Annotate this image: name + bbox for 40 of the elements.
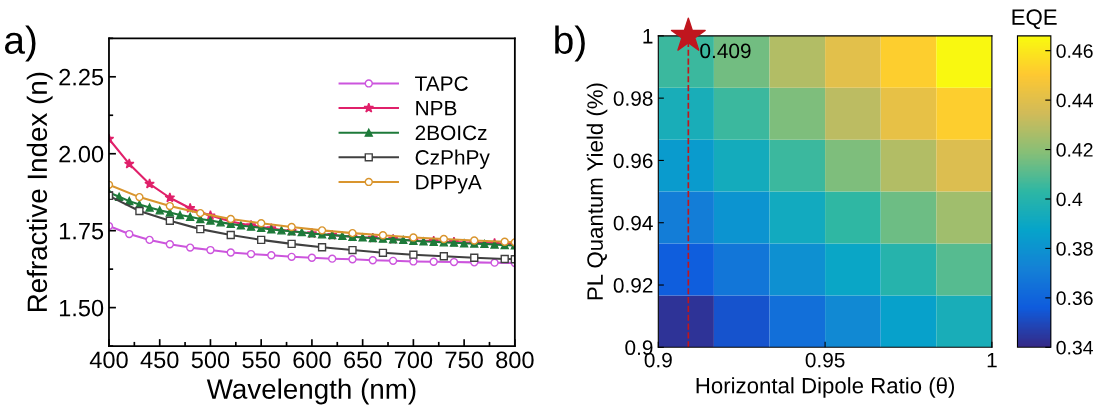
x-tick-label: 1 (987, 352, 997, 368)
y-tick-label: 0.98 (613, 91, 653, 106)
x-tick-label: 600 (293, 351, 331, 369)
legend-label: NPB (416, 101, 457, 116)
color-bar-label: 0.44 (1056, 93, 1093, 108)
y-tick-label: 0.94 (613, 215, 653, 231)
legend-label: DPPyA (416, 174, 482, 194)
x-tick-label: 750 (445, 351, 483, 369)
x-tick-label: 550 (242, 351, 280, 369)
text: b) (555, 25, 585, 62)
y-tick-label: 0.96 (613, 153, 653, 169)
x-tick-label: 650 (344, 351, 382, 369)
legend-label: CzPhPy (415, 149, 490, 169)
x-axis-title: Wavelength (nm) (206, 378, 416, 405)
text: a) (4, 25, 36, 62)
x-tick-label: 400 (89, 351, 128, 369)
color-bar-label: 0.38 (1056, 241, 1093, 256)
y-tick-label: 1.50 (59, 299, 104, 317)
color-bar-label: 0.34 (1056, 340, 1093, 355)
x-tick-label: 700 (394, 351, 433, 369)
color-bar-label: 0.46 (1056, 44, 1093, 58)
y-tick-label: 0.92 (613, 278, 653, 293)
y-axis-title: Refractive Index (n) (26, 72, 53, 312)
x-tick-label: 0.95 (805, 352, 845, 368)
x-tick-label: 450 (140, 351, 179, 369)
color-bar-label: 0.36 (1056, 291, 1093, 306)
y-tick-label: 1.75 (59, 222, 104, 240)
legend-label: 2BOICz (415, 125, 487, 141)
y-axis-title: PL Quantum Yield (%) (586, 83, 608, 300)
legend-label: TAPC (415, 76, 468, 91)
y-tick-label: 2.00 (59, 145, 104, 163)
annotation: 0.409 (700, 43, 751, 59)
y-tick-label: 1 (643, 29, 653, 44)
x-axis-title: Horizontal Dipole Ratio (θ) (696, 377, 955, 398)
y-tick-label: 2.25 (59, 68, 104, 86)
color-bar-label: 0.42 (1056, 143, 1093, 157)
x-tick-label: 800 (496, 351, 534, 369)
color-bar-label: 0.4 (1056, 192, 1083, 207)
color-bar-title: EQE (1012, 9, 1057, 29)
x-tick-label: 500 (191, 351, 230, 369)
